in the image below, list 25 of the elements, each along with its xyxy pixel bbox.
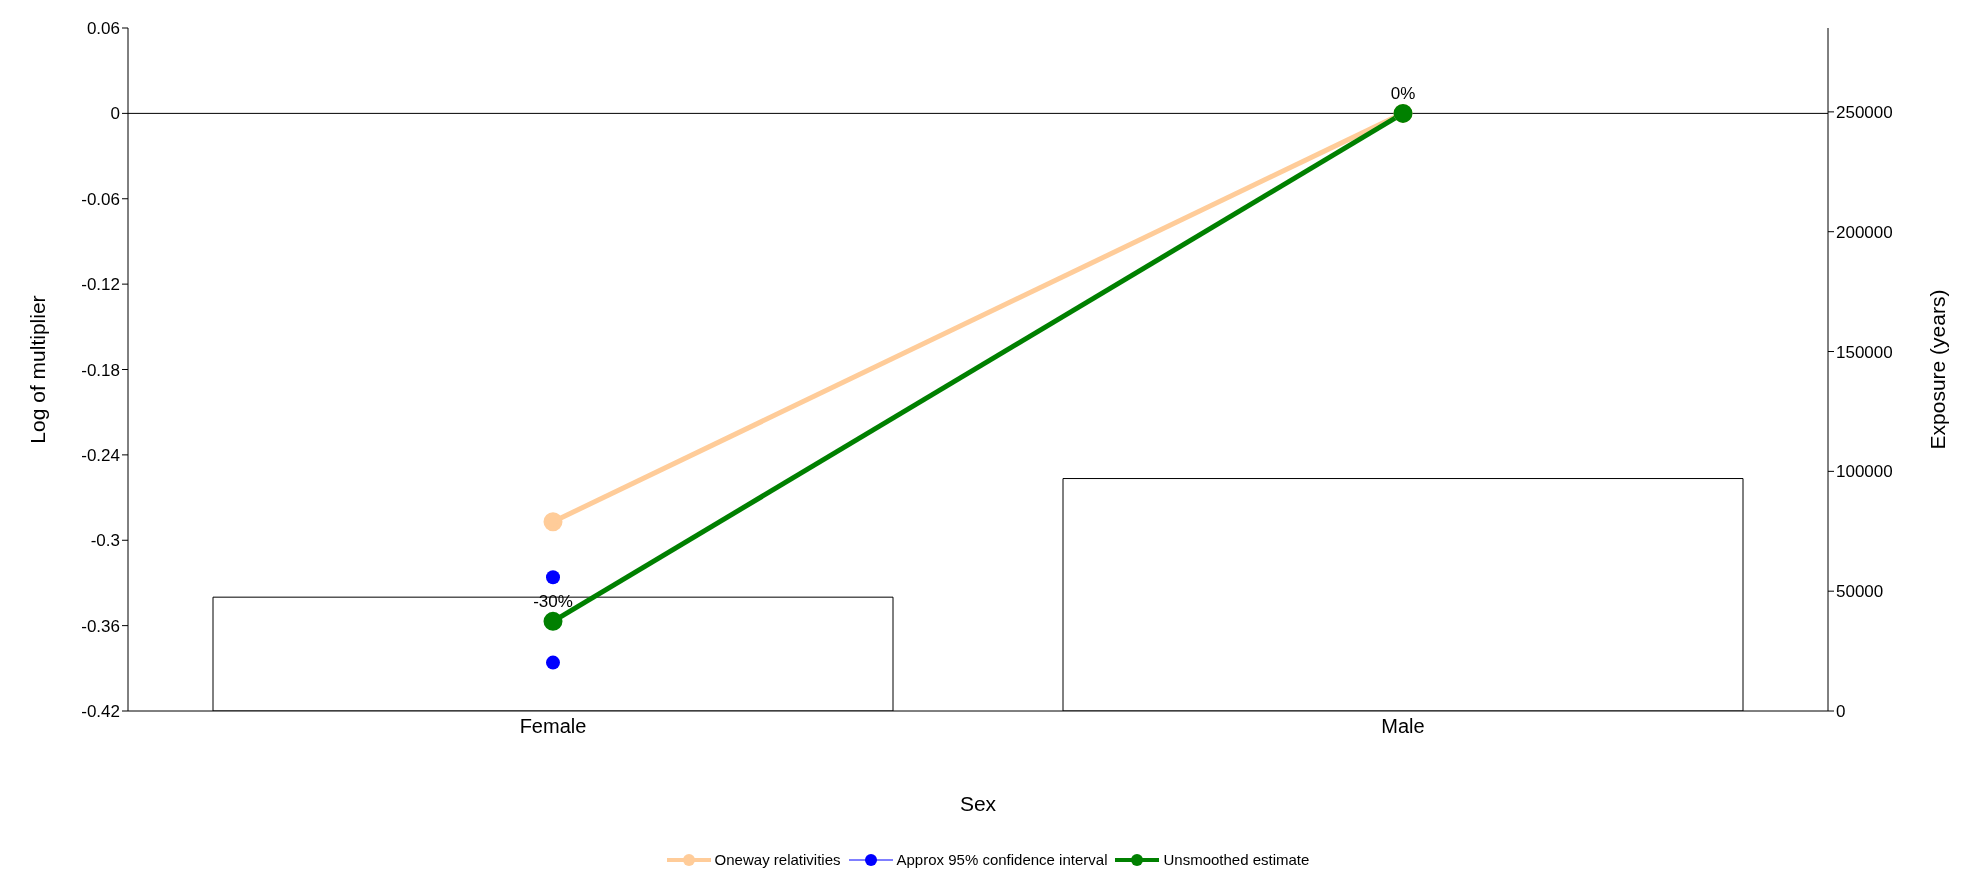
legend-label: Unsmoothed estimate [1162, 851, 1310, 868]
y-tick-label: 0.06 [86, 19, 120, 39]
y2-tick-label: 250000 [1836, 102, 1893, 122]
y2-tick-label: 200000 [1836, 222, 1893, 242]
y-tick-label: -0.24 [81, 445, 120, 465]
y2-axis-title: Exposure (years) [1926, 289, 1950, 450]
y-axis-title: Log of multiplier [26, 295, 50, 444]
legend-label: Oneway relativities [713, 851, 841, 868]
y-tick-label: -0.3 [90, 531, 120, 551]
y2-tick-label: 100000 [1836, 462, 1893, 482]
y-tick-label: -0.06 [81, 189, 120, 209]
y-tick-label: -0.18 [81, 360, 120, 380]
x-tick-label: Male [1381, 715, 1425, 738]
x-tick-label: Female [519, 715, 587, 738]
annotation: -30% [533, 592, 573, 612]
x-axis-title: Sex [959, 792, 997, 815]
y2-tick-label: 50000 [1836, 582, 1884, 602]
legend-label: Approx 95% confidence interval [895, 851, 1108, 868]
y-tick-label: -0.42 [81, 702, 120, 722]
y-tick-label: -0.12 [81, 275, 120, 295]
y-tick-label: -0.36 [81, 616, 120, 636]
y2-tick-label: 150000 [1836, 342, 1893, 362]
annotation: 0% [1390, 84, 1416, 104]
y2-tick-label: 0 [1836, 702, 1846, 722]
y-tick-label: 0 [110, 104, 120, 124]
